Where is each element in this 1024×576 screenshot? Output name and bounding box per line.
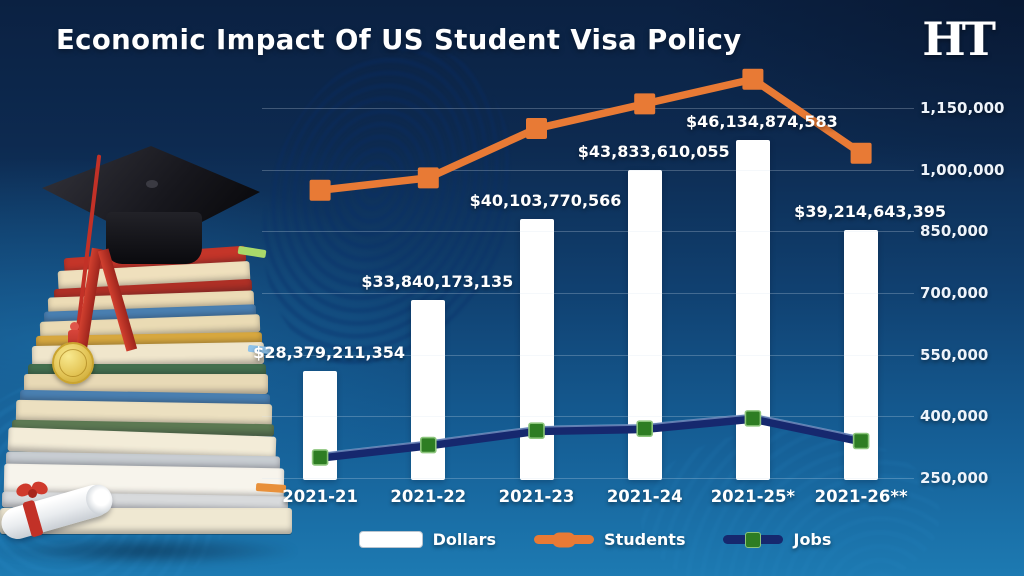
gridline: [262, 108, 914, 109]
students-marker: [850, 142, 872, 164]
y-axis-tick-label: 1,150,000: [920, 99, 1005, 117]
legend-line-swatch: [723, 531, 784, 548]
jobs-marker: [528, 422, 545, 440]
chart-legend: Dollars Students Jobs: [358, 530, 831, 549]
x-axis-label: 2021-26**: [814, 487, 908, 506]
students-marker: [742, 68, 764, 90]
gridline: [262, 292, 914, 294]
jobs-line-highlight: [319, 413, 863, 455]
legend-bar-swatch: [358, 531, 423, 548]
students-line: [316, 75, 865, 194]
y-axis-tick-label: 550,000: [920, 345, 989, 364]
y-axis-tick-label: 700,000: [920, 283, 989, 302]
students-marker: [634, 93, 656, 115]
students-marker: [526, 118, 547, 140]
gridline: [262, 416, 914, 418]
legend-item-dollars: Dollars: [358, 530, 497, 549]
jobs-marker: [311, 449, 329, 466]
page-title: Economic Impact Of US Student Visa Polic…: [56, 24, 742, 56]
gridline: [262, 477, 914, 479]
jobs-marker: [419, 436, 437, 454]
bar-value-label: $28,379,211,354: [253, 343, 406, 363]
jobs-marker: [744, 410, 762, 427]
x-axis-label: 2021-23: [498, 487, 575, 506]
legend-label: Dollars: [432, 530, 497, 549]
bar-value-label: $43,833,610,055: [577, 142, 730, 162]
x-axis-label: 2021-22: [390, 487, 467, 506]
gridline: [262, 231, 914, 233]
jobs-line: [315, 413, 866, 462]
students-marker: [309, 179, 331, 201]
legend-line-swatch: [534, 532, 595, 547]
y-axis-tick-label: 250,000: [920, 468, 989, 487]
bar-value-label: $40,103,770,566: [469, 190, 622, 210]
gridline: [262, 354, 914, 356]
y-axis-tick-label: 400,000: [920, 407, 989, 426]
legend-label: Students: [604, 530, 686, 549]
x-axis-label: 2021-21: [282, 487, 358, 506]
y-axis-tick-label: 1,000,000: [920, 160, 1005, 179]
bar-value-label: $39,214,643,395: [794, 202, 947, 222]
legend-item-students: Students: [534, 530, 685, 549]
gridline: [262, 169, 914, 171]
legend-label: Jobs: [793, 530, 832, 549]
bar-value-label: $33,840,173,135: [361, 272, 514, 292]
x-axis-label: 2021-24: [606, 487, 683, 506]
y-axis-tick-label: 850,000: [920, 222, 989, 241]
jobs-marker: [636, 420, 654, 437]
students-marker: [417, 167, 439, 189]
bar-value-label: $46,134,874,583: [685, 112, 838, 132]
x-axis-label: 2021-25*: [710, 487, 796, 506]
legend-item-jobs: Jobs: [723, 530, 831, 549]
ht-newspaper-logo: HT: [922, 12, 996, 66]
jobs-marker: [852, 432, 870, 450]
